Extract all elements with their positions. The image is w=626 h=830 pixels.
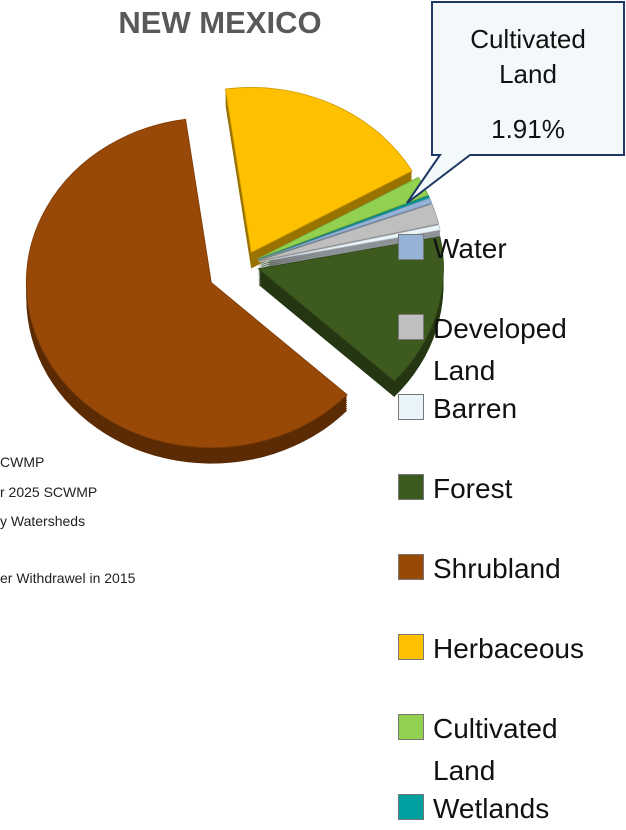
legend-label: Barren [433,393,518,424]
slice [224,87,413,254]
legend-label: Water [433,233,507,264]
callout: Cultivated Land 1.91% [406,1,625,204]
background-text: CWMP r 2025 SCWMP y Watersheds er Withdrawe… [0,454,136,586]
callout-value: 1.91% [491,114,565,144]
pie-tops [25,87,444,448]
legend-label: Forest [433,473,513,504]
legend-label: Cultivated Land [433,713,558,786]
chart-title: NEW MEXICO [118,5,321,40]
legend-swatch [398,474,424,500]
legend-entry: Shrubland [398,548,623,590]
legend-label: Wetlands [433,793,550,824]
slice [25,118,348,448]
legend-label: Developed Land [433,313,567,386]
legend-swatch [398,634,424,660]
legend-swatch [398,314,424,340]
legend-entry: Developed Land [398,308,623,392]
legend-swatch [398,394,424,420]
legend-swatch [398,234,424,260]
legend-entry: Wetlands [398,788,623,830]
callout-box [406,1,625,204]
legend-swatch [398,794,424,820]
background-text: y Watersheds [0,513,85,529]
background-text: CWMP [0,454,44,470]
slice [258,224,441,263]
background-text: r 2025 SCWMP [0,484,97,500]
background-text: er Withdrawel in 2015 [0,570,136,586]
slice [257,236,444,382]
legend-label: Herbaceous [433,633,584,664]
callout-category: Cultivated Land [470,24,586,89]
legend-swatch [398,714,424,740]
legend-swatch [398,554,424,580]
legend-entry: Water [398,228,623,270]
callout-line: Land [499,59,557,89]
legend-entry: Cultivated Land [398,708,623,792]
legend-entry: Barren [398,388,623,430]
legend-label: Shrubland [433,553,561,584]
legend-entry: Herbaceous [398,628,623,670]
callout-line: Cultivated [470,24,586,54]
legend-entry: Forest [398,468,623,510]
slice [258,203,440,262]
slice [257,197,433,261]
